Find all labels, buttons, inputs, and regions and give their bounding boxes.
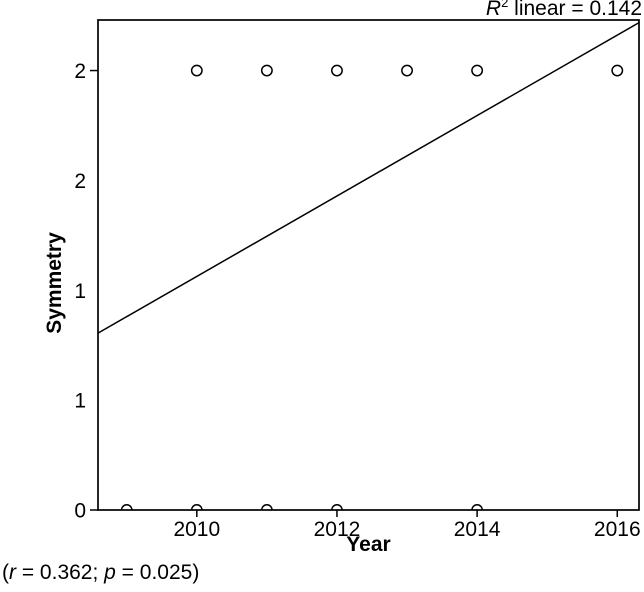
x-tick-label: 2012 (314, 518, 361, 541)
y-tick-label: 0 (74, 500, 86, 523)
x-tick-label: 2014 (454, 518, 501, 541)
data-point (471, 64, 484, 77)
data-point (331, 64, 343, 77)
regression-line (97, 21, 640, 334)
r-squared-annotation: R2 linear = 0.142 (486, 0, 642, 21)
y-tick-label: 1 (74, 280, 86, 303)
data-point (190, 64, 203, 77)
y-tick-label: 2 (74, 60, 86, 83)
r-squared-symbol: R (485, 0, 502, 20)
data-points (120, 64, 624, 510)
x-tick-label: 2010 (173, 518, 220, 541)
data-point (611, 64, 624, 77)
r-squared-exponent: 2 (501, 0, 509, 10)
x-axis-title: Year (346, 533, 391, 556)
stats-p-symbol: p (104, 561, 116, 584)
stats-open-paren: ( (2, 561, 9, 584)
x-tick-label: 2016 (594, 518, 641, 541)
stats-annotation: (r = 0.362; p = 0.025) (2, 561, 199, 585)
data-point (260, 64, 273, 77)
r-squared-text: linear = 0.142 (508, 0, 642, 20)
y-tick-label: 1 (74, 390, 86, 413)
data-point (401, 64, 413, 77)
y-axis-title: Symmetry (43, 232, 66, 334)
stats-p-value: = 0.025) (115, 561, 200, 584)
stats-r-symbol: r (9, 561, 16, 584)
stats-r-value: = 0.362; (16, 561, 105, 584)
plot-frame (97, 19, 640, 511)
y-tick-label: 2 (74, 170, 86, 193)
